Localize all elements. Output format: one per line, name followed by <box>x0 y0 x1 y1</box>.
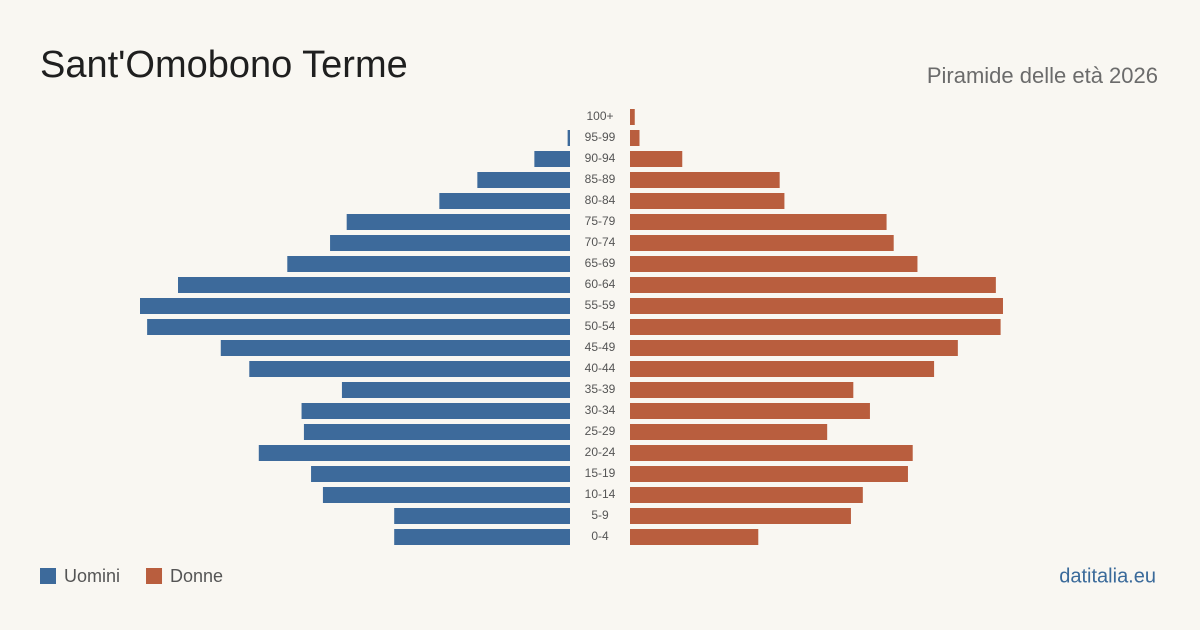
age-label: 85-89 <box>585 172 616 186</box>
bar-male <box>346 214 570 230</box>
bar-female <box>630 508 851 524</box>
age-label: 20-24 <box>585 445 616 459</box>
bar-male <box>394 529 570 545</box>
legend-swatch <box>40 568 56 584</box>
bar-female <box>630 424 828 440</box>
bar-female <box>630 529 759 545</box>
bar-male <box>322 487 570 503</box>
bar-female <box>630 487 863 503</box>
age-label: 15-19 <box>585 466 616 480</box>
bar-female <box>630 235 894 251</box>
age-label: 65-69 <box>585 256 616 270</box>
bar-female <box>630 466 908 482</box>
age-label: 35-39 <box>585 382 616 396</box>
age-label: 0-4 <box>591 529 609 543</box>
bar-male <box>477 172 570 188</box>
age-label: 95-99 <box>585 130 616 144</box>
bar-male <box>220 340 570 356</box>
bar-male <box>439 193 570 209</box>
bar-female <box>630 277 996 293</box>
age-label: 100+ <box>586 109 613 123</box>
chart-subtitle: Piramide delle età 2026 <box>927 63 1158 88</box>
bar-female <box>630 172 780 188</box>
bar-female <box>630 319 1001 335</box>
bar-female <box>630 214 887 230</box>
bar-female <box>630 256 918 272</box>
bar-male <box>311 466 570 482</box>
bar-male <box>140 298 570 314</box>
bar-male <box>258 445 570 461</box>
bar-female <box>630 298 1003 314</box>
age-label: 55-59 <box>585 298 616 312</box>
age-label: 90-94 <box>585 151 616 165</box>
bar-male <box>301 403 570 419</box>
bar-female <box>630 151 683 167</box>
bar-female <box>630 361 935 377</box>
bar-male <box>249 361 570 377</box>
legend-swatch <box>146 568 163 584</box>
bar-female <box>630 382 854 398</box>
chart-title: Sant'Omobono Terme <box>40 44 408 86</box>
legend-label: Uomini <box>64 566 120 586</box>
bar-male <box>567 130 570 146</box>
bar-male <box>394 508 570 524</box>
bar-female <box>630 340 958 356</box>
bar-female <box>630 403 870 419</box>
source[interactable]: datitalia.eu <box>1059 565 1156 587</box>
age-label: 80-84 <box>585 193 616 207</box>
bar-female <box>630 130 640 146</box>
age-label: 30-34 <box>585 403 616 417</box>
legend-label: Donne <box>170 566 223 586</box>
age-label: 5-9 <box>591 508 609 522</box>
age-label: 40-44 <box>585 361 616 375</box>
bar-male <box>287 256 570 272</box>
age-label: 50-54 <box>585 319 616 333</box>
age-label: 75-79 <box>585 214 616 228</box>
age-label: 60-64 <box>585 277 616 291</box>
bar-female <box>630 193 785 209</box>
age-label: 45-49 <box>585 340 616 354</box>
bar-male <box>534 151 570 167</box>
bar-male <box>178 277 570 293</box>
age-label: 25-29 <box>585 424 616 438</box>
bar-male <box>341 382 570 398</box>
bar-male <box>303 424 570 440</box>
age-label: 70-74 <box>585 235 616 249</box>
bar-female <box>630 445 913 461</box>
bar-female <box>630 109 635 125</box>
bar-male <box>330 235 570 251</box>
age-label: 10-14 <box>585 487 616 501</box>
bar-male <box>147 319 570 335</box>
